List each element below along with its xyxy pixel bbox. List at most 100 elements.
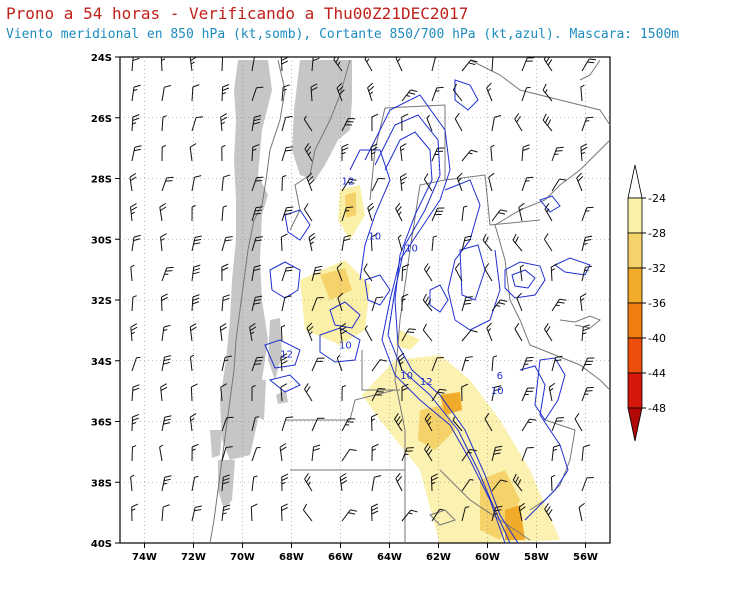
contour-label: 10 xyxy=(405,243,418,254)
wind-barb xyxy=(461,478,474,492)
wind-barb xyxy=(394,413,403,432)
wind-barb xyxy=(221,236,233,252)
wind-barb xyxy=(191,264,201,282)
wind-barb xyxy=(160,293,168,312)
wind-barb xyxy=(131,84,141,102)
wind-barb xyxy=(431,57,443,72)
map-title: Prono a 54 horas - Verificando a Thu00Z2… xyxy=(6,4,469,23)
wind-barb xyxy=(581,324,590,342)
wind-barb xyxy=(131,295,137,312)
wind-barb xyxy=(220,383,228,402)
wind-barb xyxy=(304,383,313,402)
wind-barb xyxy=(397,234,403,252)
wind-barb xyxy=(521,356,534,372)
contour-label: 12 xyxy=(420,377,433,388)
wind-barb xyxy=(452,416,463,432)
wind-barb xyxy=(551,417,564,432)
lat-tick-label: 28S xyxy=(91,175,112,186)
contour-label: 6 xyxy=(497,371,503,382)
wind-barb xyxy=(544,323,553,342)
wind-barb xyxy=(551,444,561,462)
colorbar-swatch xyxy=(627,302,643,339)
wind-barb xyxy=(431,235,438,252)
wind-barb xyxy=(251,236,263,252)
wind-barb xyxy=(249,322,257,342)
wind-barb xyxy=(431,508,444,522)
wind-barb xyxy=(491,57,500,72)
wind-barb xyxy=(521,176,534,192)
graticule xyxy=(120,57,610,543)
wind-barb xyxy=(519,264,524,282)
wind-barb xyxy=(311,296,324,312)
colorbar-label: -40 xyxy=(648,332,666,345)
wind-barb xyxy=(251,176,264,192)
wind-barb xyxy=(189,323,197,342)
wind-barb xyxy=(431,147,445,162)
lon-tick-label: 66W xyxy=(328,552,353,563)
wind-barb xyxy=(521,387,535,402)
wind-barb xyxy=(461,448,477,462)
wind-barb xyxy=(221,355,232,372)
wind-barb xyxy=(160,57,168,72)
wind-barb xyxy=(370,413,378,432)
wind-barb xyxy=(311,57,320,72)
wind-barb xyxy=(482,233,493,252)
lat-tick-label: 34S xyxy=(91,357,112,368)
wind-barb xyxy=(306,322,314,342)
wind-barb xyxy=(401,89,418,102)
wind-barb xyxy=(491,445,503,462)
wind-barb xyxy=(341,178,357,192)
wind-barb xyxy=(491,479,508,492)
wind-barb xyxy=(311,444,321,462)
wind-barb xyxy=(401,293,409,312)
wind-barb xyxy=(219,323,227,342)
lon-tick-label: 70W xyxy=(230,552,255,563)
wind-barb xyxy=(579,293,587,312)
wind-barb xyxy=(486,322,493,342)
wind-barb xyxy=(370,143,378,162)
wind-barb xyxy=(251,115,262,132)
wind-barb xyxy=(131,503,139,522)
colorbar: -24 -28 -32 -36 -40 -44 -48 xyxy=(627,164,666,442)
wind-barb xyxy=(423,173,433,192)
wind-barb xyxy=(401,447,414,462)
wind-barb xyxy=(281,84,290,102)
wind-barb xyxy=(221,263,229,282)
political-borders xyxy=(209,59,610,543)
colorbar-arrow-bottom xyxy=(627,407,643,442)
wind-barb xyxy=(581,265,593,282)
wind-barb xyxy=(190,354,195,372)
wind-barb xyxy=(551,355,563,372)
wind-barb xyxy=(280,57,289,72)
wind-barb xyxy=(521,57,535,72)
wind-barb xyxy=(544,503,553,522)
wind-barb xyxy=(130,474,135,492)
map-subtitle: Viento meridional en 850 hPa (kt,somb), … xyxy=(6,27,680,42)
contour-label: 10 xyxy=(339,341,352,352)
wind-barb xyxy=(514,323,523,342)
wind-barb xyxy=(341,206,354,222)
wind-barb xyxy=(461,383,469,402)
wind-barb xyxy=(461,149,478,162)
wind-barb xyxy=(280,324,286,342)
wind-barb xyxy=(161,504,170,522)
wind-barb xyxy=(371,359,388,372)
lat-tick-label: 26S xyxy=(91,114,112,125)
wind-barb xyxy=(341,117,356,132)
wind-barb xyxy=(581,58,597,72)
contour-label: 10 xyxy=(400,371,413,382)
colorbar-label: -24 xyxy=(648,192,666,205)
wind-barb xyxy=(580,84,585,102)
wind-barb xyxy=(191,84,200,102)
wind-barb xyxy=(281,266,294,282)
wind-barb xyxy=(452,83,463,102)
wind-barb xyxy=(339,473,348,492)
wind-barb xyxy=(191,294,200,312)
wind-barb xyxy=(339,323,348,342)
wind-barb xyxy=(551,178,567,192)
wind-barb xyxy=(221,504,231,522)
wind-barb xyxy=(191,443,199,462)
wind-barb xyxy=(281,115,293,132)
wind-barb xyxy=(251,206,263,222)
wind-barb xyxy=(160,233,167,252)
